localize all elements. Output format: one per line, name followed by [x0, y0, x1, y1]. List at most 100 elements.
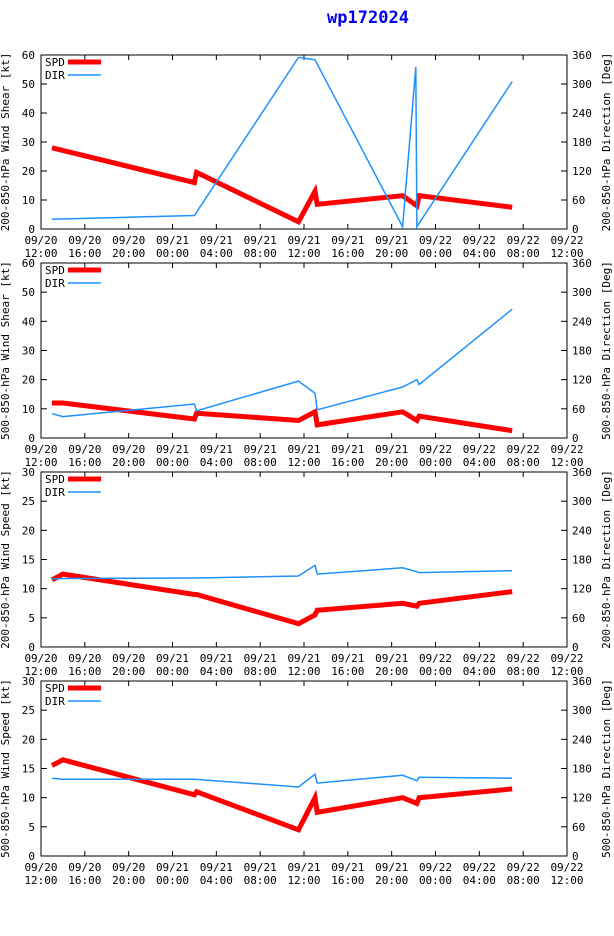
- panel-1-xtick-label-time-3: 00:00: [156, 456, 189, 469]
- panel-2-xtick-label-time-10: 04:00: [463, 665, 496, 678]
- panel-1-xtick-label-date-0: 09/20: [24, 443, 57, 456]
- panel-1-xtick-label-date-11: 09/22: [507, 443, 540, 456]
- panel-1-xtick-label-date-12: 09/22: [550, 443, 583, 456]
- panel-0-ytick-right-label-2: 120: [572, 165, 592, 178]
- panel-2-ytick-right-label-0: 0: [572, 641, 579, 654]
- panel-1-ytick-left-label-6: 60: [22, 257, 35, 270]
- panel-1-series-dir-line: [51, 308, 513, 418]
- panel-3-xtick-label-date-9: 09/22: [419, 861, 452, 874]
- panel-3-legend-label-spd: SPD: [45, 682, 65, 695]
- panel-0-ytick-left-label-5: 50: [22, 78, 35, 91]
- panel-2-xtick-label-time-12: 12:00: [550, 665, 583, 678]
- panel-1-ytick-right-label-3: 180: [572, 345, 592, 358]
- panel-1-xtick-label-date-3: 09/21: [156, 443, 189, 456]
- panel-3-xtick-label-time-11: 08:00: [507, 874, 540, 887]
- panel-2-xtick-label-date-7: 09/21: [331, 652, 364, 665]
- panel-2-ytick-left-label-2: 10: [22, 583, 35, 596]
- panel-3-xtick-label-date-7: 09/21: [331, 861, 364, 874]
- panel-2-xtick-label-date-9: 09/22: [419, 652, 452, 665]
- panel-3-xtick-label-date-12: 09/22: [550, 861, 583, 874]
- panel-0-ytick-right-label-1: 60: [572, 194, 585, 207]
- panel-2-ylabel-right: 200-850-hPa Direction [Deg]: [600, 470, 613, 649]
- panel-3-xtick-label-time-0: 12:00: [24, 874, 57, 887]
- panel-3-xtick-label-date-4: 09/21: [200, 861, 233, 874]
- panel-3-ytick-right-label-3: 180: [572, 763, 592, 776]
- panel-0-xtick-label-time-7: 16:00: [331, 247, 364, 260]
- panel-1-xtick-label-date-6: 09/21: [287, 443, 320, 456]
- panel-0-xtick-label-date-9: 09/22: [419, 234, 452, 247]
- panel-0-xtick-label-date-10: 09/22: [463, 234, 496, 247]
- panel-1-xtick-label-time-12: 12:00: [550, 456, 583, 469]
- panel-3-ytick-right-label-1: 60: [572, 821, 585, 834]
- panel-0-legend-label-spd: SPD: [45, 56, 65, 69]
- panel-0-xtick-label-date-3: 09/21: [156, 234, 189, 247]
- panel-3-frame: [40, 680, 568, 857]
- panel-2-xtick-label-time-5: 08:00: [244, 665, 277, 678]
- panel-3-series-dir-line: [51, 773, 513, 788]
- panel-2-xtick-label-time-3: 00:00: [156, 665, 189, 678]
- panel-3-ytick-right-label-6: 360: [572, 675, 592, 688]
- panel-3-legend-label-dir: DIR: [45, 695, 65, 708]
- panel-3-xtick-label-time-3: 00:00: [156, 874, 189, 887]
- panel-1-ylabel-left: 500-850-hPa Wind Shear [kt]: [0, 261, 12, 440]
- panel-2-xtick-label-time-9: 00:00: [419, 665, 452, 678]
- panel-3-series-spd-line: [50, 757, 513, 833]
- panel-0-xtick-label-time-8: 20:00: [375, 247, 408, 260]
- panel-2-xtick-label-date-3: 09/21: [156, 652, 189, 665]
- panel-3-xtick-label-date-8: 09/21: [375, 861, 408, 874]
- panel-2-xtick-label-date-5: 09/21: [244, 652, 277, 665]
- panel-0-ytick-right-label-0: 0: [572, 223, 579, 236]
- panel-0-xtick-label-time-2: 20:00: [112, 247, 145, 260]
- panel-0-xtick-label-date-1: 09/20: [68, 234, 101, 247]
- panel-0-xtick-label-time-0: 12:00: [24, 247, 57, 260]
- panel-2-xtick-label-time-11: 08:00: [507, 665, 540, 678]
- panel-0-xtick-label-date-4: 09/21: [200, 234, 233, 247]
- panel-0-ytick-right-label-3: 180: [572, 136, 592, 149]
- panel-3-xtick-label-time-5: 08:00: [244, 874, 277, 887]
- panel-0-xtick-label-date-11: 09/22: [507, 234, 540, 247]
- panel-1-legend-label-dir: DIR: [45, 277, 65, 290]
- panel-1-legend-label-spd: SPD: [45, 264, 65, 277]
- panel-2-ytick-left-label-5: 25: [22, 495, 35, 508]
- panel-3-ylabel-left: 500-850-hPa Wind Speed [kt]: [0, 679, 12, 858]
- panel-0-ytick-left-label-3: 30: [22, 136, 35, 149]
- panel-0-xtick-label-time-11: 08:00: [507, 247, 540, 260]
- panel-2-xtick-label-time-0: 12:00: [24, 665, 57, 678]
- panel-3-xtick-label-time-9: 00:00: [419, 874, 452, 887]
- panel-0-ytick-left-label-1: 10: [22, 194, 35, 207]
- panel-0-series-dir-line: [51, 56, 513, 230]
- panel-3-ytick-left-label-2: 10: [22, 792, 35, 805]
- panel-0-xtick-label-date-8: 09/21: [375, 234, 408, 247]
- panel-0-xtick-label-time-5: 08:00: [244, 247, 277, 260]
- panel-0-xtick-label-time-12: 12:00: [550, 247, 583, 260]
- panel-3-xtick-label-time-12: 12:00: [550, 874, 583, 887]
- panel-2-ylabel-left: 200-850-hPa Wind Speed [kt]: [0, 470, 12, 649]
- panel-3-xtick-label-time-8: 20:00: [375, 874, 408, 887]
- panel-2-ytick-right-label-4: 240: [572, 524, 592, 537]
- panel-1-xtick-label-date-7: 09/21: [331, 443, 364, 456]
- panel-1-xtick-label-time-1: 16:00: [68, 456, 101, 469]
- panel-1-ytick-left-label-3: 30: [22, 345, 35, 358]
- panel-1-ytick-right-label-6: 360: [572, 257, 592, 270]
- panel-2-xtick-label-date-10: 09/22: [463, 652, 496, 665]
- panel-0-xtick-label-date-2: 09/20: [112, 234, 145, 247]
- panel-3-xtick-label-date-3: 09/21: [156, 861, 189, 874]
- panel-0-xtick-label-time-4: 04:00: [200, 247, 233, 260]
- panel-3-ytick-right-label-0: 0: [572, 850, 579, 863]
- panel-0-series-spd-line: [51, 145, 513, 226]
- panel-1-xtick-label-time-8: 20:00: [375, 456, 408, 469]
- panel-3-ytick-right-label-5: 300: [572, 704, 592, 717]
- panel-2-series-dir-line: [51, 564, 513, 580]
- panel-1-xtick-label-date-4: 09/21: [200, 443, 233, 456]
- panel-3-xtick-label-date-10: 09/22: [463, 861, 496, 874]
- panel-3-xtick-label-date-0: 09/20: [24, 861, 57, 874]
- panel-0-xtick-label-date-7: 09/21: [331, 234, 364, 247]
- panel-0-xtick-label-time-10: 04:00: [463, 247, 496, 260]
- panel-3-xtick-label-date-1: 09/20: [68, 861, 101, 874]
- panel-3-ylabel-right: 500-850-hPa Direction [Deg]: [600, 679, 613, 858]
- panel-2-xtick-label-time-4: 04:00: [200, 665, 233, 678]
- panel-3-xtick-label-time-2: 20:00: [112, 874, 145, 887]
- panel-2-xtick-label-date-8: 09/21: [375, 652, 408, 665]
- panel-2-ytick-right-label-1: 60: [572, 612, 585, 625]
